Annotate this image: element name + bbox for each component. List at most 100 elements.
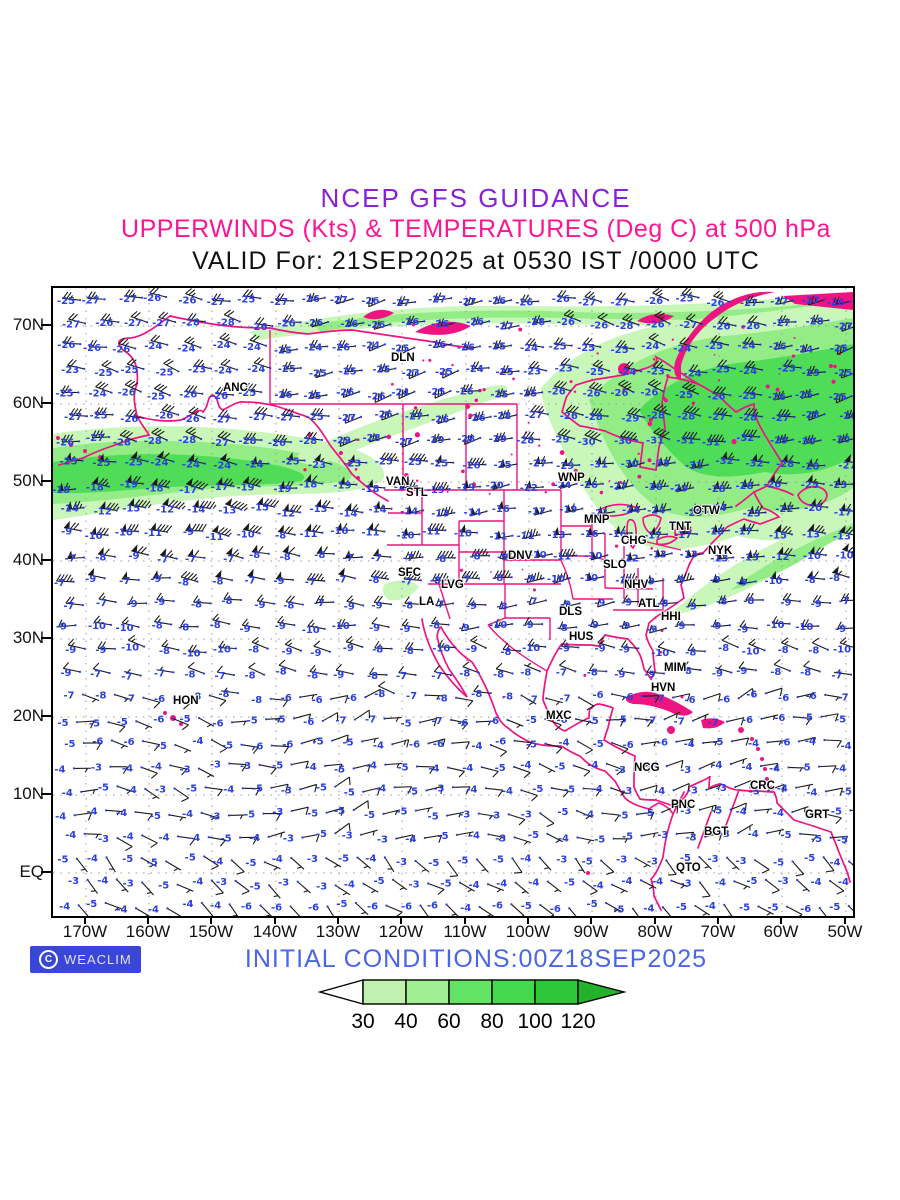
barb-staff: [683, 667, 701, 671]
barb-full: [783, 409, 790, 417]
station-dot: [574, 857, 577, 860]
barb-staff: [260, 905, 272, 916]
station-dot: [640, 370, 643, 373]
island-dot: [356, 476, 360, 480]
barb-half: [373, 738, 376, 744]
barb-staff: [464, 437, 481, 446]
legend-tick-label: 100: [517, 1010, 552, 1033]
barb-half: [92, 789, 96, 795]
barb-full: [201, 483, 209, 490]
temperature-value: -4: [748, 829, 759, 840]
barb-full: [781, 637, 789, 644]
barb-full: [226, 478, 232, 486]
barb-staff: [699, 761, 716, 770]
barb-full: [569, 405, 576, 413]
barb-full: [191, 407, 199, 414]
barb-full: [500, 570, 506, 578]
barb-full: [494, 618, 499, 627]
temperature-value: -4: [711, 760, 722, 771]
barb-full: [431, 523, 437, 531]
station-dot: [705, 371, 708, 374]
station-dot: [478, 345, 482, 348]
station-dot: [549, 509, 552, 512]
barb-staff: [557, 433, 575, 440]
temperature-value: -26: [707, 391, 725, 402]
barb-full: [433, 718, 438, 727]
temperature-value: -7: [433, 599, 444, 610]
barb-full: [844, 593, 850, 601]
lake-speckle: [573, 390, 577, 394]
barb-full: [140, 546, 147, 554]
barb-full: [190, 573, 198, 581]
barb-full: [314, 784, 318, 793]
barb-full: [467, 700, 474, 708]
station-dot: [177, 648, 180, 651]
lake-speckle: [802, 349, 806, 352]
barb-staff: [634, 764, 651, 770]
barb-full: [807, 365, 812, 374]
station-dot: [165, 860, 168, 863]
lat-axis-label: 60N: [12, 393, 44, 412]
barb-full: [815, 547, 821, 555]
barb-pennant: [459, 524, 466, 533]
temperature-value: -7: [396, 671, 407, 682]
temperature-value: -4: [59, 901, 70, 912]
station-dot: [299, 366, 302, 370]
station-dot: [737, 697, 740, 700]
lake-speckle: [662, 610, 664, 612]
barb-full: [68, 596, 75, 604]
temperature-value: -14: [464, 507, 482, 518]
barb-staff: [131, 550, 149, 556]
barb-full: [481, 548, 487, 556]
barb-full: [627, 573, 632, 582]
barb-full: [378, 363, 382, 372]
station-dot: [134, 347, 137, 350]
barb-full: [367, 764, 371, 773]
barb-full: [212, 613, 219, 621]
barb-full: [497, 789, 504, 797]
barb-full: [553, 380, 561, 387]
barb-half: [592, 529, 596, 535]
station-dot: [107, 435, 111, 439]
station-dot: [697, 296, 700, 299]
temperature-value: -8: [402, 600, 413, 611]
barb-staff: [386, 905, 403, 913]
barb-staff: [381, 413, 398, 421]
barb-staff: [353, 763, 371, 769]
station-dot: [792, 715, 795, 719]
temperature-value: -26: [112, 345, 130, 356]
temperature-value: -6: [312, 695, 323, 706]
barb-full: [659, 430, 667, 436]
barb-full: [592, 359, 600, 366]
barb-full: [623, 594, 628, 603]
barb-staff: [141, 857, 157, 867]
barb-staff: [494, 299, 512, 305]
barb-half: [132, 412, 137, 418]
station-dot: [475, 531, 479, 534]
barb-staff: [745, 365, 763, 371]
barb-full: [777, 391, 781, 400]
temperature-value: -13: [802, 529, 820, 540]
temperature-value: -6: [282, 739, 293, 750]
temperature-value: -25: [309, 368, 327, 379]
station-dot: [507, 483, 510, 486]
barb-full: [458, 770, 465, 778]
temperature-value: -8: [249, 550, 260, 561]
station-dot: [691, 486, 695, 489]
barb-full: [746, 523, 752, 531]
barb-staff: [473, 690, 491, 694]
temperature-value: -28: [113, 437, 131, 448]
temperature-value: -25: [430, 459, 448, 470]
barb-full: [133, 524, 139, 532]
barb-staff: [235, 880, 250, 892]
barb-half: [363, 865, 369, 869]
barb-full: [166, 360, 174, 366]
barb-full: [185, 288, 192, 295]
barb-full: [101, 359, 109, 366]
barb-staff: [481, 766, 499, 772]
barb-half: [743, 885, 748, 890]
barb-staff: [808, 413, 825, 421]
barb-staff: [837, 627, 853, 630]
barb-staff: [188, 459, 206, 465]
barb-staff: [653, 508, 671, 513]
